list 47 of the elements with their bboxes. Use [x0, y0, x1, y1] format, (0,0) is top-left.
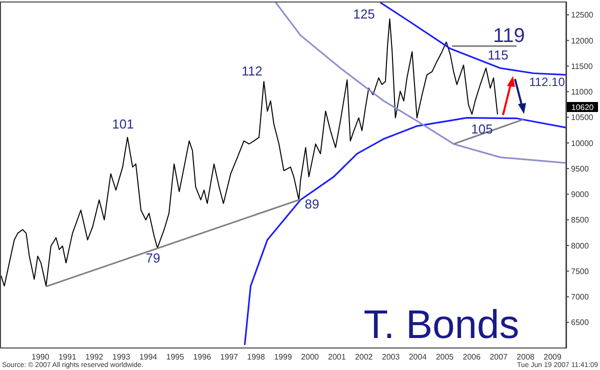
y-tick-label: 8500: [571, 216, 590, 225]
y-tick-label: 12500: [571, 10, 594, 20]
x-tick-label: 1998: [247, 352, 266, 362]
x-tick-label: 1997: [220, 352, 239, 362]
x-tick-label: 2007: [490, 352, 508, 362]
x-tick-label: 2001: [328, 352, 346, 362]
y-tick-label: 10000: [571, 138, 594, 148]
y-tick-label: 12000: [571, 36, 594, 46]
x-tick-label: 2004: [408, 352, 428, 362]
annotation: 79: [146, 250, 160, 266]
y-tick-label: 8000: [571, 241, 590, 250]
x-tick-label: 2006: [462, 352, 482, 362]
y-tick-label: 6500: [571, 318, 590, 328]
annotation: 89: [304, 196, 320, 212]
x-tick-label: 1992: [85, 352, 104, 362]
line-series: [380, 2, 566, 76]
x-tick-label: 1994: [139, 352, 158, 362]
x-tick-label: 1991: [58, 352, 77, 362]
x-tick-label: 1993: [112, 352, 131, 362]
x-tick-label: 1990: [32, 352, 50, 362]
annotation: 125: [353, 6, 375, 22]
line-series: [274, 2, 566, 164]
y-tick-label: 11500: [571, 62, 594, 71]
y-tick-label: 7000: [571, 292, 590, 302]
x-tick-label: 2000: [301, 352, 320, 362]
x-tick-label: 2009: [544, 352, 562, 362]
y-tick-label: 11000: [571, 88, 594, 97]
text: T. Bonds: [364, 303, 520, 347]
line-series: [244, 117, 566, 346]
x-tick-label: 1999: [274, 352, 292, 362]
annotation: 101: [112, 116, 134, 132]
x-tick-label: 2005: [436, 352, 454, 362]
x-tick-label: 1996: [193, 352, 212, 362]
y-tick-label: 10500: [571, 113, 594, 122]
x-tick-label: 2008: [516, 352, 536, 362]
annotation: 119: [493, 25, 525, 47]
annotation: 112.10: [529, 75, 566, 90]
y-tick-label: 9500: [571, 164, 590, 174]
x-tick-label: 1995: [166, 352, 185, 362]
annotation: 115: [488, 48, 508, 63]
x-tick-label: 2002: [354, 352, 374, 362]
annotation: 112: [242, 64, 262, 79]
y-tick-label: 7500: [571, 266, 590, 276]
y-tick-label: 9000: [571, 190, 590, 200]
annotation: 105: [471, 122, 493, 137]
x-tick-label: 2003: [382, 352, 400, 362]
text: 10620: [571, 103, 594, 112]
